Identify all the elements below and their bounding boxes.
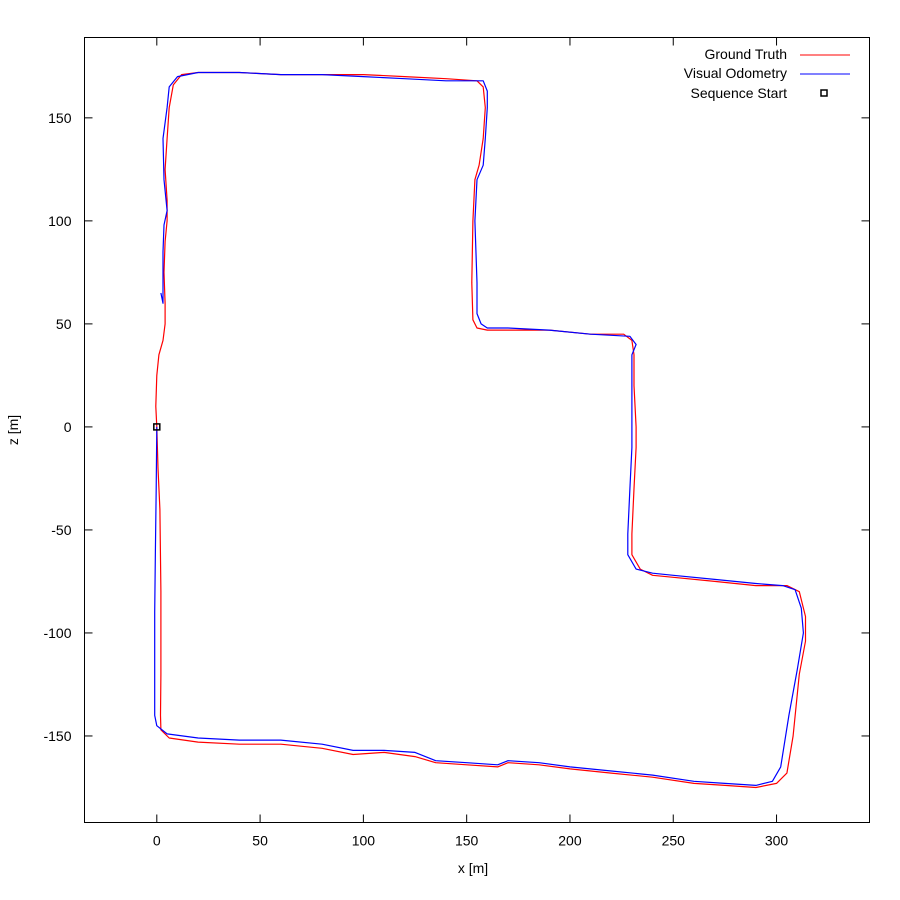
y-tick-label: 150 <box>48 110 72 126</box>
x-axis-title: x [m] <box>458 860 488 876</box>
y-tick-label: 100 <box>48 213 72 229</box>
x-tick-label: 200 <box>558 833 582 849</box>
legend: Ground Truth Visual Odometry Sequence St… <box>684 46 850 101</box>
x-tick-label: 150 <box>455 833 479 849</box>
series-line-visual-odometry <box>154 71 804 786</box>
series-layer <box>154 71 807 789</box>
y-tick-label: -150 <box>43 728 71 744</box>
marker-layer <box>153 423 161 431</box>
legend-marker-sequence-start <box>820 89 828 97</box>
y-tick-label: -100 <box>43 625 71 641</box>
legend-label-visual-odometry: Visual Odometry <box>684 65 787 81</box>
y-axis-ticks: 150 100 50 0 -50 -100 -150 <box>43 110 870 744</box>
x-tick-label: 0 <box>153 833 161 849</box>
x-axis-ticks: 0 50 100 150 200 250 300 <box>153 37 789 849</box>
legend-label-sequence-start: Sequence Start <box>690 85 787 101</box>
sequence-start-marker <box>153 423 161 431</box>
y-tick-label: 50 <box>56 316 72 332</box>
x-tick-label: 100 <box>352 833 376 849</box>
x-tick-label: 250 <box>662 833 686 849</box>
plot-frame <box>84 37 870 823</box>
x-tick-label: 300 <box>765 833 789 849</box>
x-tick-label: 50 <box>252 833 268 849</box>
y-axis-title: z [m] <box>5 415 21 445</box>
series-line-ground-truth <box>155 71 807 789</box>
legend-label-ground-truth: Ground Truth <box>705 46 788 62</box>
y-tick-label: 0 <box>64 419 72 435</box>
y-tick-label: -50 <box>51 522 71 538</box>
